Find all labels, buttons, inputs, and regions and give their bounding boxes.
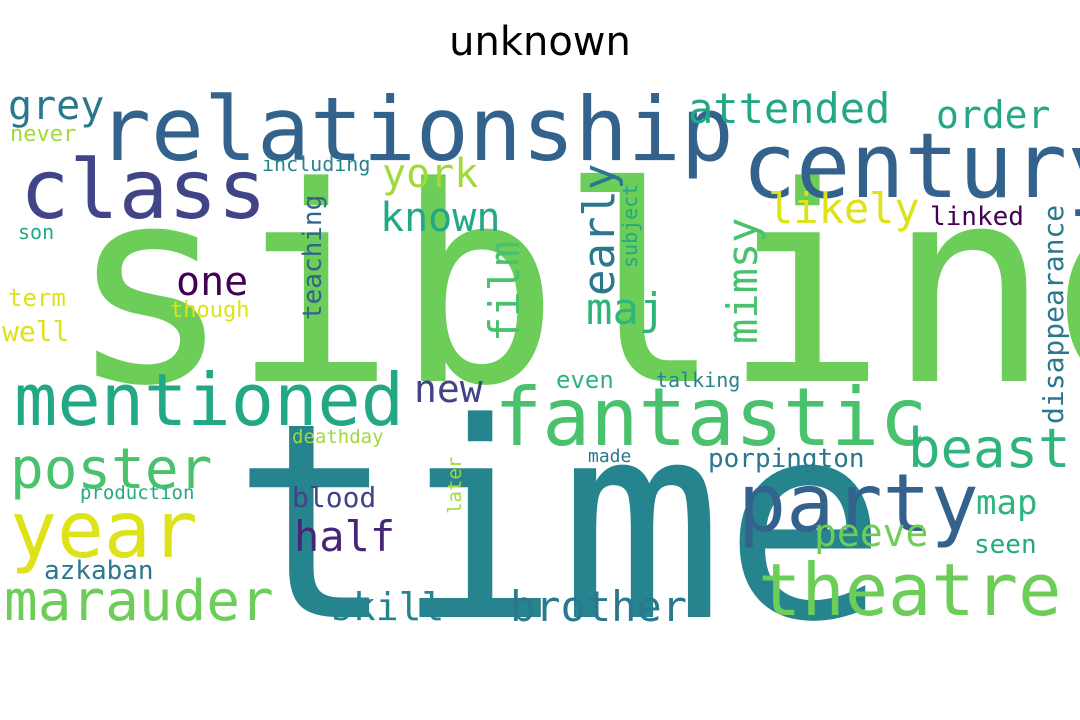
word-teaching: teaching [298, 194, 328, 320]
word-new: new [414, 367, 483, 411]
word-disappearance: disappearance [1037, 204, 1070, 424]
word-subject: subject [618, 183, 642, 268]
word-though: though [170, 298, 250, 323]
word-one: one [176, 259, 249, 305]
word-century: century [742, 114, 1080, 219]
word-porpington: porpington [708, 444, 865, 474]
word-poster: poster [10, 437, 213, 502]
word-skill: skill [330, 585, 445, 629]
chart-title: unknown [449, 19, 631, 65]
word-azkaban: azkaban [44, 556, 154, 586]
word-time: time [232, 366, 888, 682]
word-film: film [480, 240, 529, 342]
word-marauder: marauder [4, 569, 274, 634]
word-production: production [80, 482, 195, 504]
word-grey: grey [8, 83, 105, 129]
word-maj: maj [586, 284, 666, 335]
word-fantastic: fantastic [494, 371, 928, 464]
word-later: later [444, 456, 466, 514]
word-party: party [738, 457, 979, 550]
word-order: order [936, 93, 1051, 137]
word-sibling: sibling [68, 130, 1080, 446]
word-known: known [380, 195, 501, 241]
word-map: map [976, 483, 1038, 523]
word-mimsy: mimsy [718, 217, 767, 344]
word-attended: attended [688, 84, 891, 133]
word-relationship: relationship [98, 78, 734, 181]
word-talking: talking [656, 368, 741, 392]
word-mentioned: mentioned [14, 358, 405, 442]
word-brother: brother [510, 582, 688, 631]
word-son: son [18, 220, 55, 244]
word-term: term [8, 284, 66, 312]
word-blood: blood [292, 481, 377, 514]
word-never: never [10, 122, 77, 147]
word-even: even [556, 366, 614, 394]
word-including: including [262, 152, 371, 176]
word-early: early [574, 163, 625, 296]
word-beast: beast [908, 417, 1071, 480]
word-deathday: deathday [292, 426, 384, 448]
word-likely: likely [768, 184, 920, 233]
word-year: year [10, 486, 198, 576]
word-well: well [2, 315, 70, 348]
word-half: half [294, 512, 396, 561]
word-theatre: theatre [758, 548, 1062, 632]
word-made: made [588, 446, 632, 467]
word-peeve: peeve [814, 511, 929, 555]
word-seen: seen [974, 530, 1037, 560]
word-class: class [20, 143, 267, 238]
word-linked: linked [930, 202, 1024, 232]
word-york: york [382, 151, 479, 197]
